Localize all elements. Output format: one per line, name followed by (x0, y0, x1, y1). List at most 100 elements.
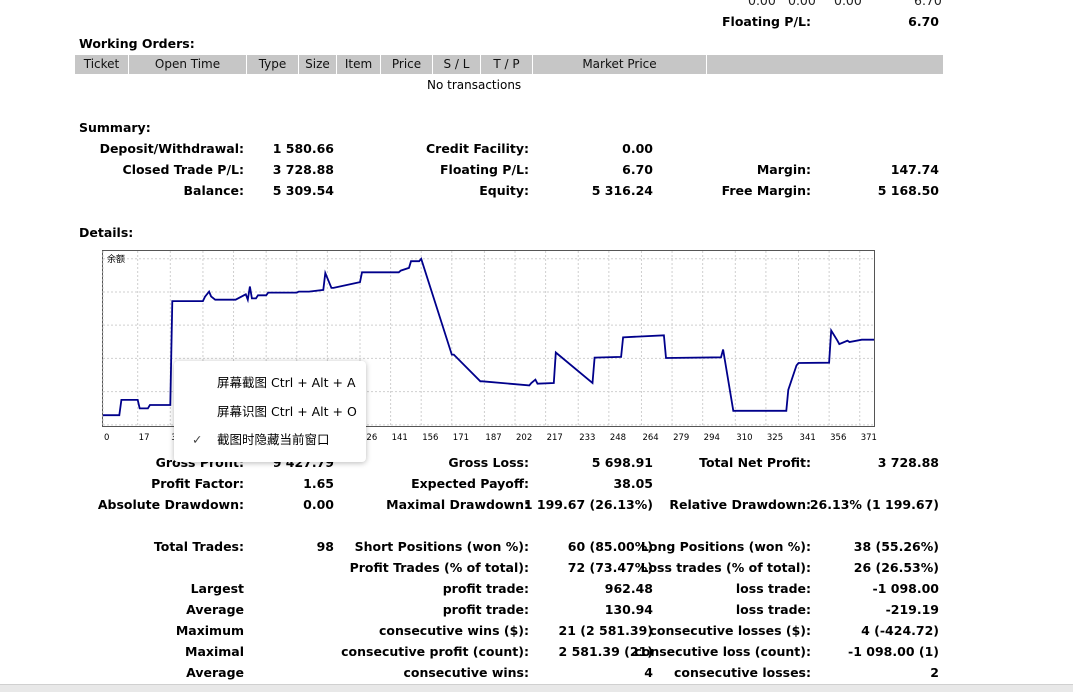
max-cons-losses-label: consecutive losses ($): (649, 623, 811, 638)
rel-drawdown-label: Relative Drawdown: (669, 497, 811, 512)
chart-series-line (103, 256, 874, 417)
chart-x-tick-label: 233 (579, 433, 595, 443)
menu-item-hide-window[interactable]: ✓ 截图时隐藏当前窗口 (174, 427, 366, 453)
largest-label: Largest (190, 581, 244, 596)
credit-value: 0.00 (622, 141, 653, 156)
margin-label: Margin: (756, 162, 811, 177)
total-net-label: Total Net Profit: (699, 455, 811, 470)
details-title: Details: (79, 225, 134, 240)
total-net-value: 3 728.88 (877, 455, 939, 470)
chart-x-tick-label: 126 (361, 433, 377, 443)
credit-label: Credit Facility: (425, 141, 529, 156)
expected-payoff-value: 38.05 (613, 476, 653, 491)
floating-label: Floating P/L: (440, 162, 529, 177)
top-partial-value: 6.70 (914, 0, 942, 8)
balance-value: 5 309.54 (272, 183, 334, 198)
col-header-open-time[interactable]: Open Time (129, 55, 247, 74)
average2-label: Average (186, 665, 244, 680)
menu-item-screenshot-label: 屏幕截图 Ctrl + Alt + A (217, 375, 356, 390)
balance-label: Balance: (183, 183, 244, 198)
average-loss-label: loss trade: (735, 602, 811, 617)
chart-x-tick-label: 171 (453, 433, 469, 443)
chart-x-tick-label: 279 (673, 433, 689, 443)
average-profit-label: profit trade: (442, 602, 529, 617)
abs-drawdown-label: Absolute Drawdown: (97, 497, 244, 512)
top-partial-value: 0.00 (834, 0, 862, 8)
chart-x-tick-label: 341 (800, 433, 816, 443)
chart-x-tick-label: 294 (704, 433, 720, 443)
margin-value: 147.74 (890, 162, 939, 177)
profit-trades-label: Profit Trades (% of total): (349, 560, 529, 575)
col-header-tp[interactable]: T / P (481, 55, 533, 74)
largest-loss-value: -1 098.00 (872, 581, 939, 596)
top-floating-label: Floating P/L: (722, 14, 811, 29)
checkmark-icon: ✓ (192, 432, 203, 447)
long-positions-value: 38 (55.26%) (853, 539, 939, 554)
col-header-sl[interactable]: S / L (433, 55, 481, 74)
avg-cons-wins-value: 4 (644, 665, 653, 680)
top-partial-value: 0.00 (788, 0, 816, 8)
chart-x-tick-label: 325 (767, 433, 783, 443)
chart-x-tick-label: 248 (610, 433, 626, 443)
max-cons-wins-value: 21 (2 581.39) (558, 623, 653, 638)
deposit-label: Deposit/Withdrawal: (99, 141, 244, 156)
summary-title: Summary: (79, 120, 151, 135)
context-menu: 屏幕截图 Ctrl + Alt + A 屏幕识图 Ctrl + Alt + O … (174, 361, 366, 462)
total-trades-value: 98 (316, 539, 334, 554)
loss-trades-value: 26 (26.53%) (853, 560, 939, 575)
chart-x-tick-label: 0 (104, 433, 109, 443)
short-positions-value: 60 (85.00%) (567, 539, 653, 554)
closed-pl-value: 3 728.88 (272, 162, 334, 177)
chart-x-tick-label: 310 (736, 433, 752, 443)
chart-x-tick-label: 356 (830, 433, 846, 443)
total-trades-label: Total Trades: (153, 539, 244, 554)
maximal-profit-label: consecutive profit (count): (341, 644, 529, 659)
top-partial-value: 0.00 (748, 0, 776, 8)
menu-item-image-recognition-label: 屏幕识图 Ctrl + Alt + O (217, 404, 357, 419)
short-positions-label: Short Positions (won %): (354, 539, 529, 554)
loss-trades-label: Loss trades (% of total): (640, 560, 811, 575)
menu-item-screenshot[interactable]: 屏幕截图 Ctrl + Alt + A (174, 370, 366, 396)
max-cons-wins-label: consecutive wins ($): (378, 623, 529, 638)
maximal-profit-value: 2 581.39 (21) (558, 644, 653, 659)
menu-item-image-recognition[interactable]: 屏幕识图 Ctrl + Alt + O (174, 399, 366, 425)
expected-payoff-label: Expected Payoff: (411, 476, 529, 491)
gross-loss-label: Gross Loss: (448, 455, 529, 470)
col-header-ticket[interactable]: Ticket (75, 55, 129, 74)
long-positions-label: Long Positions (won %): (640, 539, 811, 554)
maximum-label: Maximum (175, 623, 244, 638)
equity-label: Equity: (479, 183, 529, 198)
largest-profit-label: profit trade: (442, 581, 529, 596)
maximal-label: Maximal (185, 644, 244, 659)
abs-drawdown-value: 0.00 (303, 497, 334, 512)
working-orders-title: Working Orders: (79, 36, 195, 51)
free-margin-value: 5 168.50 (877, 183, 939, 198)
chart-x-tick-label: 187 (485, 433, 501, 443)
col-header-price[interactable]: Price (381, 55, 433, 74)
avg-cons-losses-value: 2 (930, 665, 939, 680)
bottom-scrollbar[interactable] (0, 684, 1073, 692)
avg-cons-losses-label: consecutive losses: (673, 665, 811, 680)
average-label: Average (186, 602, 244, 617)
col-header-market-price[interactable]: Market Price (533, 55, 707, 74)
max-drawdown-value: 1 199.67 (26.13%) (523, 497, 653, 512)
avg-cons-wins-label: consecutive wins: (403, 665, 529, 680)
deposit-value: 1 580.66 (272, 141, 334, 156)
no-transactions-text: No transactions (427, 78, 522, 92)
max-cons-losses-value: 4 (-424.72) (861, 623, 939, 638)
chart-x-tick-label: 156 (422, 433, 438, 443)
max-drawdown-label: Maximal Drawdown: (386, 497, 529, 512)
working-orders-header: Ticket Open Time Type Size Item Price S … (75, 55, 943, 74)
profit-trades-value: 72 (73.47%) (567, 560, 653, 575)
largest-profit-value: 962.48 (604, 581, 653, 596)
menu-item-hide-window-label: 截图时隐藏当前窗口 (217, 432, 330, 447)
free-margin-label: Free Margin: (721, 183, 811, 198)
chart-x-tick-label: 141 (392, 433, 408, 443)
col-header-type[interactable]: Type (247, 55, 299, 74)
profit-factor-label: Profit Factor: (151, 476, 244, 491)
largest-loss-label: loss trade: (735, 581, 811, 596)
col-header-item[interactable]: Item (337, 55, 381, 74)
equity-value: 5 316.24 (591, 183, 653, 198)
col-header-size[interactable]: Size (299, 55, 337, 74)
floating-value: 6.70 (622, 162, 653, 177)
